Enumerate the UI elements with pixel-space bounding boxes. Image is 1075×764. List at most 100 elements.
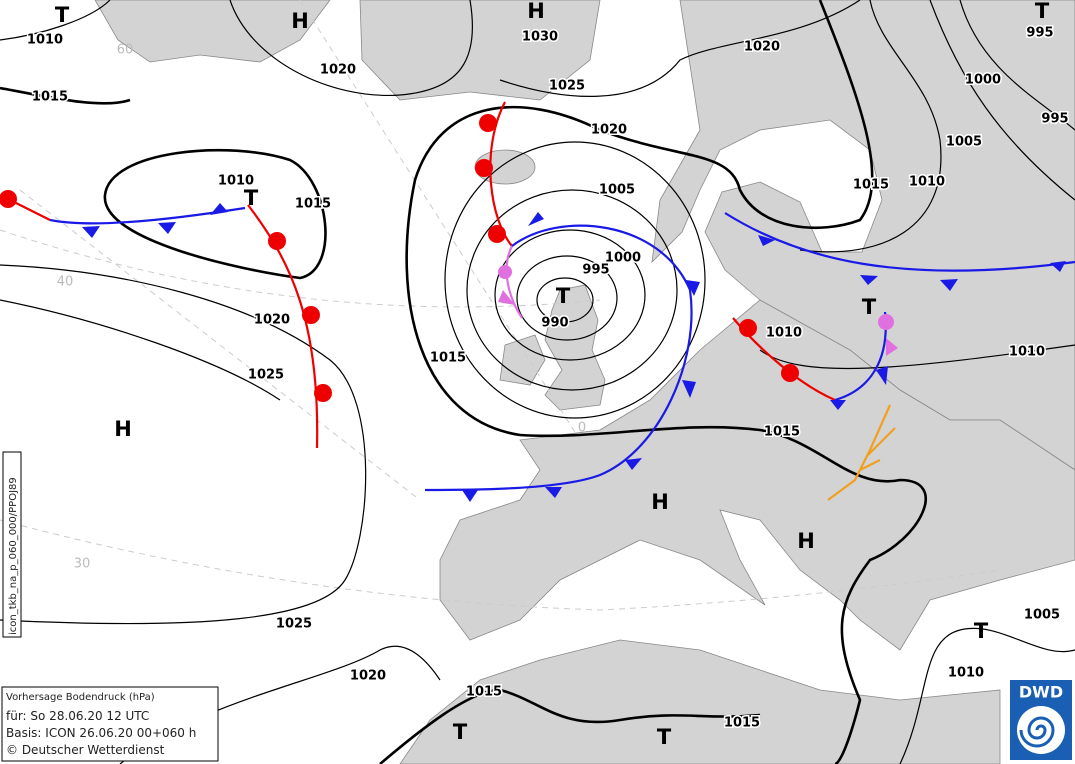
isobar (519, 425, 927, 764)
isobar (0, 299, 281, 401)
isobar (899, 627, 1075, 764)
isobar-label: 1005 (599, 183, 635, 198)
isobar-label: 995 (582, 263, 609, 278)
isobar-label: 1020 (591, 123, 627, 138)
front-triangle (940, 279, 958, 291)
front-triangle (682, 380, 696, 398)
front-triangle (158, 222, 176, 234)
graticule (0, 0, 1001, 611)
isobar-label: 1005 (1024, 608, 1060, 623)
cold-front (424, 224, 693, 492)
isobar-label: 1010 (909, 175, 945, 190)
isobar-label: 1010 (1009, 345, 1045, 360)
front-semicircle (781, 364, 799, 382)
front-triangle (625, 458, 642, 470)
isobar (103, 148, 327, 280)
isobar (499, 0, 861, 97)
isobar-label: 1015 (32, 90, 68, 105)
info-title: Vorhersage Bodendruck (hPa) (6, 692, 155, 703)
isobar-label: 995 (1026, 26, 1053, 41)
labels: 1010101510201030102510201020995100099510… (25, 0, 1070, 749)
isobar (799, 0, 942, 253)
pressure-center: T (556, 284, 571, 308)
isobar-label: 1010 (766, 326, 802, 341)
pressure-center: T (862, 295, 877, 319)
pressure-center: T (974, 619, 989, 643)
front-triangle (210, 203, 228, 215)
pressure-center: T (453, 720, 468, 744)
isobar (0, 264, 367, 625)
front-symbols (498, 265, 898, 356)
product-code-box: icon_tkb_na_p_060_000/PPOJ89 (2, 451, 22, 638)
isobar (466, 189, 678, 391)
isobar-label: 1025 (248, 368, 284, 383)
isobar (929, 0, 1075, 201)
pressure-center: H (797, 529, 815, 553)
isobar (516, 255, 618, 341)
isobar (229, 0, 474, 97)
isobar-label: 1015 (853, 178, 889, 193)
graticule-label: 0 (578, 421, 586, 436)
product-code-frame (2, 451, 22, 638)
front-semicircle (302, 306, 320, 324)
front-triangle (860, 275, 878, 285)
isobar (0, 0, 111, 41)
pressure-center: H (291, 9, 309, 33)
pressure-center: T (1035, 0, 1050, 23)
front-semicircle (488, 225, 506, 243)
front-semicircle (0, 190, 17, 208)
info-valid: für: So 28.06.20 12 UTC (6, 709, 149, 723)
isobar-label: 1020 (744, 40, 780, 55)
isobar (959, 0, 1075, 131)
isobar-label: 1025 (549, 79, 585, 94)
front-semicircle (314, 384, 332, 402)
greenland (94, 0, 331, 63)
pressure-center: H (651, 490, 669, 514)
front-triangle (876, 366, 888, 385)
front-semicircle (268, 232, 286, 250)
front-triangle (498, 290, 515, 305)
europe (439, 299, 1075, 651)
front-triangle (886, 338, 898, 356)
isobar-label: 995 (1041, 112, 1068, 127)
isobar-label: 1010 (218, 174, 254, 189)
front-semicircle (739, 319, 757, 337)
isobar-label: 1020 (350, 669, 386, 684)
front-triangle (830, 400, 846, 410)
ireland (499, 334, 546, 386)
pressure-center: T (657, 725, 672, 749)
front-semicircle (498, 265, 512, 279)
logo-swirl (1019, 716, 1055, 748)
info-base: Basis: ICON 26.06.20 00+060 h (6, 726, 196, 740)
graticule-line (0, 229, 601, 308)
logo-circle (1017, 706, 1065, 754)
pressure-center: T (55, 3, 70, 27)
isobar-label: 1020 (254, 313, 290, 328)
isobar (444, 141, 706, 419)
front-symbols (82, 203, 1066, 502)
front-triangle (1050, 261, 1066, 272)
graticule-line (299, 0, 581, 441)
logo-text: DWD (1019, 683, 1063, 702)
graticule-line (0, 519, 1001, 611)
info-box-frame (1, 686, 219, 762)
front-triangle (545, 487, 562, 498)
isobar-label: 1015 (724, 716, 760, 731)
front-triangle (686, 280, 700, 296)
cold-front (247, 204, 319, 449)
isobar-label: 1020 (320, 63, 356, 78)
pressure-center: H (527, 0, 545, 23)
isobar-label: 1015 (764, 425, 800, 440)
graticule-label: 30 (74, 557, 91, 572)
cold-front (724, 212, 1075, 272)
front-triangle (462, 490, 478, 502)
isobar (0, 86, 131, 105)
isobar (494, 229, 646, 361)
land (94, 0, 1075, 764)
africa (399, 639, 1001, 764)
isobar-label: 990 (541, 316, 568, 331)
isobar-label: 1005 (946, 135, 982, 150)
isobar-label: 1025 (276, 617, 312, 632)
dwd-logo: DWD (1010, 680, 1072, 760)
britain (544, 284, 606, 411)
